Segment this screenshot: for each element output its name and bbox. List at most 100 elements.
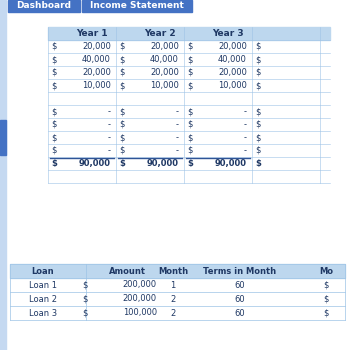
Text: $: $ <box>255 159 261 168</box>
Text: 200,000: 200,000 <box>123 280 157 289</box>
Text: $: $ <box>119 133 124 142</box>
Bar <box>48 157 330 170</box>
Text: $: $ <box>323 308 329 317</box>
Text: 1: 1 <box>170 280 176 289</box>
Bar <box>48 92 330 105</box>
Text: -: - <box>176 120 179 129</box>
Text: Terms in Month: Terms in Month <box>203 266 276 275</box>
Text: $: $ <box>187 68 192 77</box>
Text: $: $ <box>187 159 193 168</box>
Text: 90,000: 90,000 <box>79 159 111 168</box>
Text: 60: 60 <box>235 280 245 289</box>
Text: 2: 2 <box>170 308 176 317</box>
Text: Year 3: Year 3 <box>212 29 244 38</box>
Text: $: $ <box>187 133 192 142</box>
Bar <box>48 27 330 40</box>
Text: $: $ <box>255 133 260 142</box>
Text: 10,000: 10,000 <box>150 81 179 90</box>
Text: 20,000: 20,000 <box>150 68 179 77</box>
Text: $: $ <box>51 159 57 168</box>
Text: $: $ <box>323 294 329 303</box>
Text: $: $ <box>255 81 260 90</box>
Text: Year 1: Year 1 <box>76 29 108 38</box>
Text: $: $ <box>255 68 260 77</box>
Text: $: $ <box>119 81 124 90</box>
Text: $: $ <box>119 68 124 77</box>
Bar <box>48 79 330 92</box>
Text: Income Statement: Income Statement <box>90 1 184 10</box>
Text: -: - <box>176 107 179 116</box>
Bar <box>10 278 345 292</box>
Text: $: $ <box>51 68 56 77</box>
Bar <box>48 66 330 79</box>
Text: 20,000: 20,000 <box>82 68 111 77</box>
Text: 200,000: 200,000 <box>123 294 157 303</box>
Text: $: $ <box>187 107 192 116</box>
Text: -: - <box>108 120 111 129</box>
Bar <box>8 0 80 12</box>
Bar <box>0 120 6 155</box>
Text: 20,000: 20,000 <box>82 42 111 51</box>
Text: 20,000: 20,000 <box>218 68 247 77</box>
Bar <box>48 118 330 131</box>
Text: $: $ <box>119 55 124 64</box>
Text: $: $ <box>187 42 192 51</box>
Text: $: $ <box>119 42 124 51</box>
Text: -: - <box>244 120 247 129</box>
Text: 20,000: 20,000 <box>150 42 179 51</box>
Text: Amount: Amount <box>108 266 146 275</box>
Text: Dashboard: Dashboard <box>16 1 71 10</box>
Text: 10,000: 10,000 <box>218 81 247 90</box>
Text: $: $ <box>323 280 329 289</box>
Text: $: $ <box>255 42 260 51</box>
Text: 90,000: 90,000 <box>215 159 247 168</box>
Text: Year 2: Year 2 <box>144 29 176 38</box>
Text: $: $ <box>187 55 192 64</box>
Text: $: $ <box>51 107 56 116</box>
Bar <box>48 53 330 66</box>
Text: $: $ <box>82 308 88 317</box>
Text: 40,000: 40,000 <box>218 55 247 64</box>
Text: $: $ <box>51 120 56 129</box>
Text: Mo: Mo <box>319 266 333 275</box>
Text: 60: 60 <box>235 294 245 303</box>
Text: -: - <box>244 146 247 155</box>
Text: $: $ <box>82 294 88 303</box>
Text: $: $ <box>51 133 56 142</box>
Bar <box>10 306 345 320</box>
Text: $: $ <box>51 81 56 90</box>
Bar <box>48 131 330 144</box>
Text: 10,000: 10,000 <box>82 81 111 90</box>
Text: -: - <box>176 133 179 142</box>
Text: -: - <box>108 133 111 142</box>
Text: 40,000: 40,000 <box>82 55 111 64</box>
Text: $: $ <box>119 107 124 116</box>
Bar <box>48 40 330 53</box>
Text: 100,000: 100,000 <box>123 308 157 317</box>
Text: Loan: Loan <box>32 266 54 275</box>
Bar <box>10 292 345 306</box>
Text: -: - <box>108 146 111 155</box>
Bar <box>10 264 345 278</box>
Bar <box>0 0 6 350</box>
Text: Loan 1: Loan 1 <box>29 280 57 289</box>
Text: $: $ <box>255 107 260 116</box>
Text: $: $ <box>187 81 192 90</box>
Text: $: $ <box>119 120 124 129</box>
Text: 90,000: 90,000 <box>147 159 179 168</box>
Text: 2: 2 <box>170 294 176 303</box>
Text: Month: Month <box>158 266 188 275</box>
Text: 20,000: 20,000 <box>218 42 247 51</box>
Text: -: - <box>108 107 111 116</box>
Text: Loan 2: Loan 2 <box>29 294 57 303</box>
Text: $: $ <box>119 146 124 155</box>
Text: 60: 60 <box>235 308 245 317</box>
Text: $: $ <box>51 42 56 51</box>
Bar <box>82 0 192 12</box>
Text: $: $ <box>187 120 192 129</box>
Text: $: $ <box>51 146 56 155</box>
Text: $: $ <box>255 55 260 64</box>
Text: -: - <box>244 133 247 142</box>
Bar <box>48 144 330 157</box>
Bar <box>48 105 330 118</box>
